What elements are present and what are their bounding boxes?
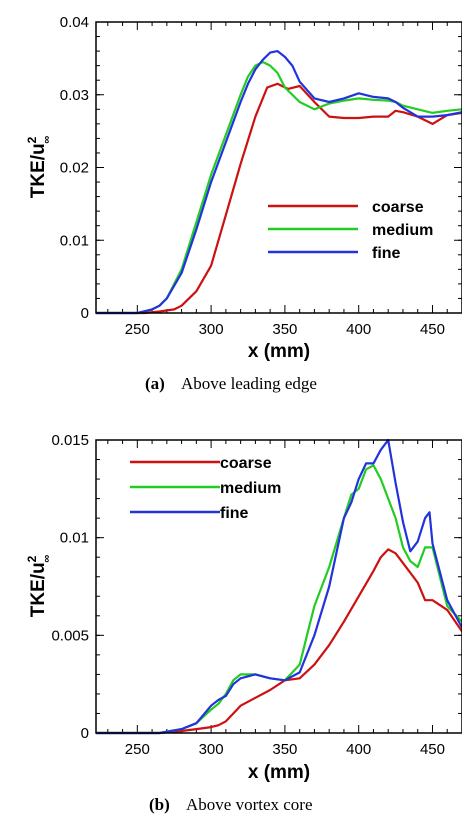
a-x-tick-label: 250 <box>125 321 150 338</box>
b-legend-label-fine: fine <box>220 505 249 522</box>
b-legend-label-medium: medium <box>220 480 281 497</box>
b-y-tick-label: 0.005 <box>51 627 89 644</box>
b-caption-letter: (b) <box>149 795 170 814</box>
a-series-medium <box>96 60 462 315</box>
a-axis-ticks: 250 300 350 400 450 0 0.01 0.02 0.03 0.04 <box>60 14 462 338</box>
a-y-tick-label: 0.03 <box>60 87 89 104</box>
b-x-tick-label: 250 <box>125 741 150 758</box>
b-y-axis-label: TKE/u2 ∞ <box>25 555 53 618</box>
a-x-tick-label: 450 <box>420 321 445 338</box>
b-x-axis-label: x (mm) <box>248 762 310 783</box>
a-y-tick-label: 0 <box>81 305 89 322</box>
a-legend: coarse medium fine <box>268 199 433 262</box>
b-plot-frame <box>95 439 462 734</box>
a-y-axis-label: TKE/u2 ∞ <box>25 136 53 199</box>
a-legend-label-coarse: coarse <box>372 199 424 216</box>
a-caption-text: Above leading edge <box>181 374 317 393</box>
b-x-tick-label: 400 <box>346 741 371 758</box>
b-x-tick-label: 350 <box>272 741 297 758</box>
a-caption-letter: (a) <box>145 374 165 393</box>
b-caption: (b) Above vortex core <box>149 795 313 814</box>
a-y-tick-label: 0.04 <box>60 14 89 31</box>
panel-a: 250 300 350 400 450 0 0.01 0.02 0.03 0.04 coarse m… <box>25 14 462 393</box>
a-plot-frame <box>95 21 462 314</box>
a-plot-lines <box>96 49 462 315</box>
b-x-tick-label: 450 <box>420 741 445 758</box>
a-series-coarse <box>96 82 462 315</box>
svg-text:TKE/u2∞: TKE/u2 ∞ <box>25 555 53 618</box>
a-x-tick-label: 350 <box>272 321 297 338</box>
svg-text:TKE/u2∞: TKE/u2 ∞ <box>25 136 53 199</box>
b-caption-text: Above vortex core <box>186 795 313 814</box>
b-series-medium <box>96 464 462 735</box>
a-legend-label-medium: medium <box>372 222 433 239</box>
b-y-tick-label: 0.015 <box>51 432 89 449</box>
b-series-coarse <box>96 548 462 735</box>
b-plot-lines <box>96 438 462 735</box>
b-x-tick-label: 300 <box>199 741 224 758</box>
b-y-tick-label: 0.01 <box>60 530 89 547</box>
b-legend: coarse medium fine <box>130 455 281 522</box>
a-caption: (a) Above leading edge <box>145 374 317 393</box>
a-series-fine <box>96 49 462 315</box>
a-y-tick-label: 0.01 <box>60 232 89 249</box>
a-x-axis-label: x (mm) <box>248 341 310 362</box>
b-y-tick-label: 0 <box>81 725 89 742</box>
a-y-tick-label: 0.02 <box>60 160 89 177</box>
b-legend-label-coarse: coarse <box>220 455 272 472</box>
b-series-fine <box>96 438 462 735</box>
a-x-tick-label: 300 <box>199 321 224 338</box>
panel-b: 250 300 350 400 450 0 0.005 0.01 0.015 coarse med… <box>25 432 462 814</box>
a-legend-label-fine: fine <box>372 245 401 262</box>
a-x-tick-label: 400 <box>346 321 371 338</box>
